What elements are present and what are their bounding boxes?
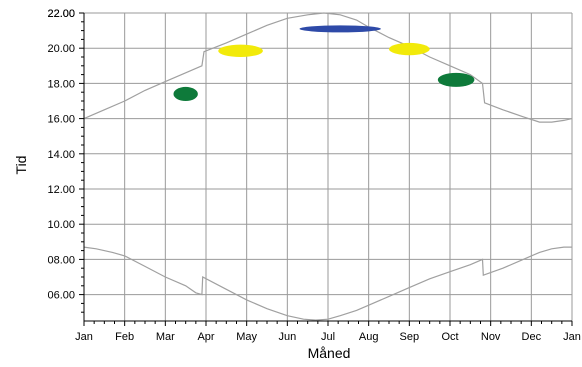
- x-tick-label: Mar: [156, 331, 175, 343]
- axes: [79, 12, 573, 326]
- x-tick-label: May: [236, 331, 257, 343]
- x-tick-label: Feb: [115, 331, 134, 343]
- x-tick-label: Apr: [197, 331, 214, 343]
- data-blob: [299, 25, 381, 33]
- x-tick-label: Dec: [522, 331, 542, 343]
- y-tick-label: 08.00: [47, 254, 75, 266]
- y-tick-label: 16.00: [47, 114, 75, 126]
- y-tick-label: 10.00: [47, 219, 75, 231]
- series-line: [83, 12, 573, 123]
- x-axis-title: Måned: [308, 345, 351, 361]
- y-tick-label: 12.00: [47, 184, 75, 196]
- x-tick-label: Jan: [563, 331, 581, 343]
- x-tick-label: Aug: [359, 331, 379, 343]
- grid: [83, 12, 573, 321]
- tick-labels: 06.00 08.00 10.00 12.00 14.00 16.00 18.00 20.00…: [47, 8, 580, 343]
- y-tick-label: 18.00: [47, 78, 75, 90]
- data-blob: [389, 42, 430, 56]
- x-tick-label: Oct: [441, 331, 458, 343]
- data-blob: [173, 86, 198, 101]
- y-tick-label: 14.00: [47, 149, 75, 161]
- y-tick-label: 22.00: [47, 8, 75, 20]
- y-axis-title: Tid: [13, 156, 29, 175]
- y-tick-label: 20.00: [47, 43, 75, 55]
- data-blob: [218, 44, 263, 57]
- x-tick-label: Jun: [278, 331, 296, 343]
- x-tick-label: Nov: [481, 331, 501, 343]
- series-layer: [83, 12, 573, 321]
- y-tick-label: 22.00: [47, 8, 75, 20]
- x-tick-label: Sep: [400, 331, 420, 343]
- y-tick-label: 06.00: [47, 290, 75, 302]
- data-blob: [437, 72, 475, 87]
- series-line: [83, 246, 572, 321]
- x-tick-label: Jan: [75, 331, 93, 343]
- x-tick-label: Jul: [321, 331, 335, 343]
